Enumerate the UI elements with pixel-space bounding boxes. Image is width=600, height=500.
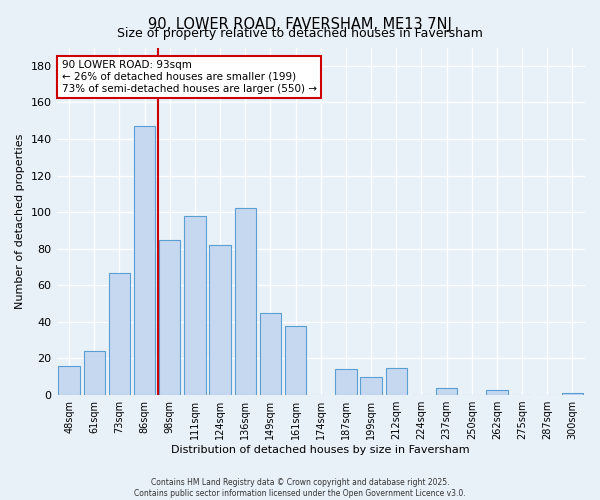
Bar [562,394,583,395]
X-axis label: Distribution of detached houses by size in Faversham: Distribution of detached houses by size … [172,445,470,455]
Y-axis label: Number of detached properties: Number of detached properties [15,134,25,309]
Bar [83,351,105,395]
Text: 90 LOWER ROAD: 93sqm
← 26% of detached houses are smaller (199)
73% of semi-deta: 90 LOWER ROAD: 93sqm ← 26% of detached h… [62,60,317,94]
Bar [109,272,130,395]
Bar [159,240,181,395]
Text: Size of property relative to detached houses in Faversham: Size of property relative to detached ho… [117,28,483,40]
Bar [184,216,206,395]
Bar [361,377,382,395]
Text: 90, LOWER ROAD, FAVERSHAM, ME13 7NJ: 90, LOWER ROAD, FAVERSHAM, ME13 7NJ [148,18,452,32]
Bar [436,388,457,395]
Bar [134,126,155,395]
Bar [486,390,508,395]
Bar [260,313,281,395]
Text: Contains HM Land Registry data © Crown copyright and database right 2025.
Contai: Contains HM Land Registry data © Crown c… [134,478,466,498]
Bar [285,326,307,395]
Bar [386,368,407,395]
Bar [235,208,256,395]
Bar [58,366,80,395]
Bar [335,370,356,395]
Bar [209,245,231,395]
